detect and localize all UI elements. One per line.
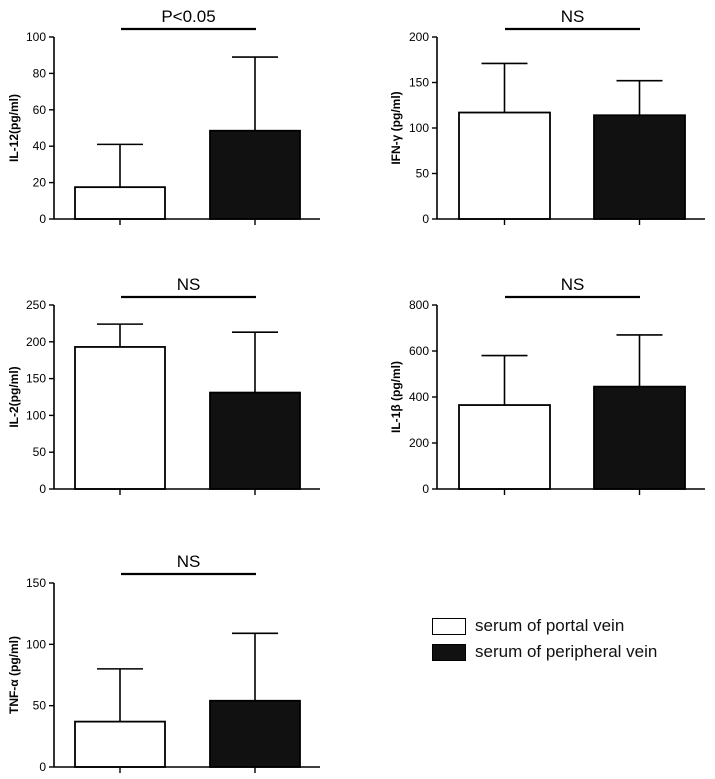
bar	[593, 385, 686, 490]
significance-label: NS	[177, 275, 201, 294]
y-tick-label: 600	[409, 344, 429, 358]
y-tick-label: 0	[422, 482, 429, 496]
y-tick-label: 150	[26, 372, 46, 386]
legend-label-peripheral: serum of peripheral vein	[475, 642, 658, 661]
panel-1: 0 20 40 60 80 100 IL-12(pg/ml) P<0.05	[7, 7, 320, 226]
panel-3: 0 50 100 150 200 250 IL-2(pg/ml) NS	[7, 275, 320, 496]
y-tick-label: 50	[33, 699, 47, 713]
bar	[209, 129, 301, 220]
legend-swatch-peripheral	[432, 643, 466, 661]
y-axis-label: TNF-α (pg/ml)	[7, 636, 21, 714]
panel-5: 0 50 100 150 TNF-α (pg/ml) NS	[7, 552, 320, 774]
y-axis-label: IL-2(pg/ml)	[7, 366, 21, 427]
y-tick-label: 50	[33, 445, 47, 459]
legend-item-portal: serum of portal vein	[432, 613, 712, 639]
y-tick-label: 100	[26, 408, 46, 422]
y-tick-label: 150	[409, 76, 429, 90]
y-tick-label: 200	[26, 335, 46, 349]
y-tick-label: 0	[39, 760, 46, 774]
significance-label: P<0.05	[161, 7, 215, 26]
y-tick-label: 0	[39, 482, 46, 496]
bar	[74, 346, 166, 490]
y-tick-label: 100	[26, 30, 46, 44]
panel-2: 0 50 100 150 200 IFN-γ (pg/ml) NS	[389, 7, 705, 226]
y-tick-label: 200	[409, 436, 429, 450]
y-tick-label: 100	[26, 637, 46, 651]
y-tick-label: 0	[422, 212, 429, 226]
y-tick-label: 150	[26, 576, 46, 590]
legend: serum of portal vein serum of peripheral…	[432, 613, 712, 665]
y-axis-label: IL-12(pg/ml)	[7, 94, 21, 162]
bar	[458, 111, 551, 220]
y-tick-label: 100	[409, 121, 429, 135]
legend-swatch-portal	[432, 617, 466, 635]
y-tick-label: 400	[409, 390, 429, 404]
bar	[458, 404, 551, 490]
bar	[209, 391, 301, 490]
y-axis-label: IL-1β (pg/ml)	[389, 361, 403, 433]
y-tick-label: 0	[39, 212, 46, 226]
y-tick-label: 50	[416, 167, 430, 181]
y-tick-label: 200	[409, 30, 429, 44]
significance-label: NS	[177, 552, 201, 571]
y-tick-label: 800	[409, 298, 429, 312]
y-tick-label: 60	[33, 103, 47, 117]
y-tick-label: 20	[33, 176, 47, 190]
bar	[74, 720, 166, 768]
panel-4: 0 200 400 600 800 IL-1β (pg/ml) NS	[389, 275, 705, 496]
significance-label: NS	[561, 7, 585, 26]
legend-item-peripheral: serum of peripheral vein	[432, 639, 712, 665]
bar	[209, 699, 301, 768]
y-tick-label: 250	[26, 298, 46, 312]
bar	[74, 186, 166, 220]
bar	[593, 114, 686, 220]
significance-label: NS	[561, 275, 585, 294]
y-tick-label: 80	[33, 66, 47, 80]
y-tick-label: 40	[33, 139, 47, 153]
y-axis-label: IFN-γ (pg/ml)	[389, 91, 403, 164]
legend-label-portal: serum of portal vein	[475, 616, 625, 635]
